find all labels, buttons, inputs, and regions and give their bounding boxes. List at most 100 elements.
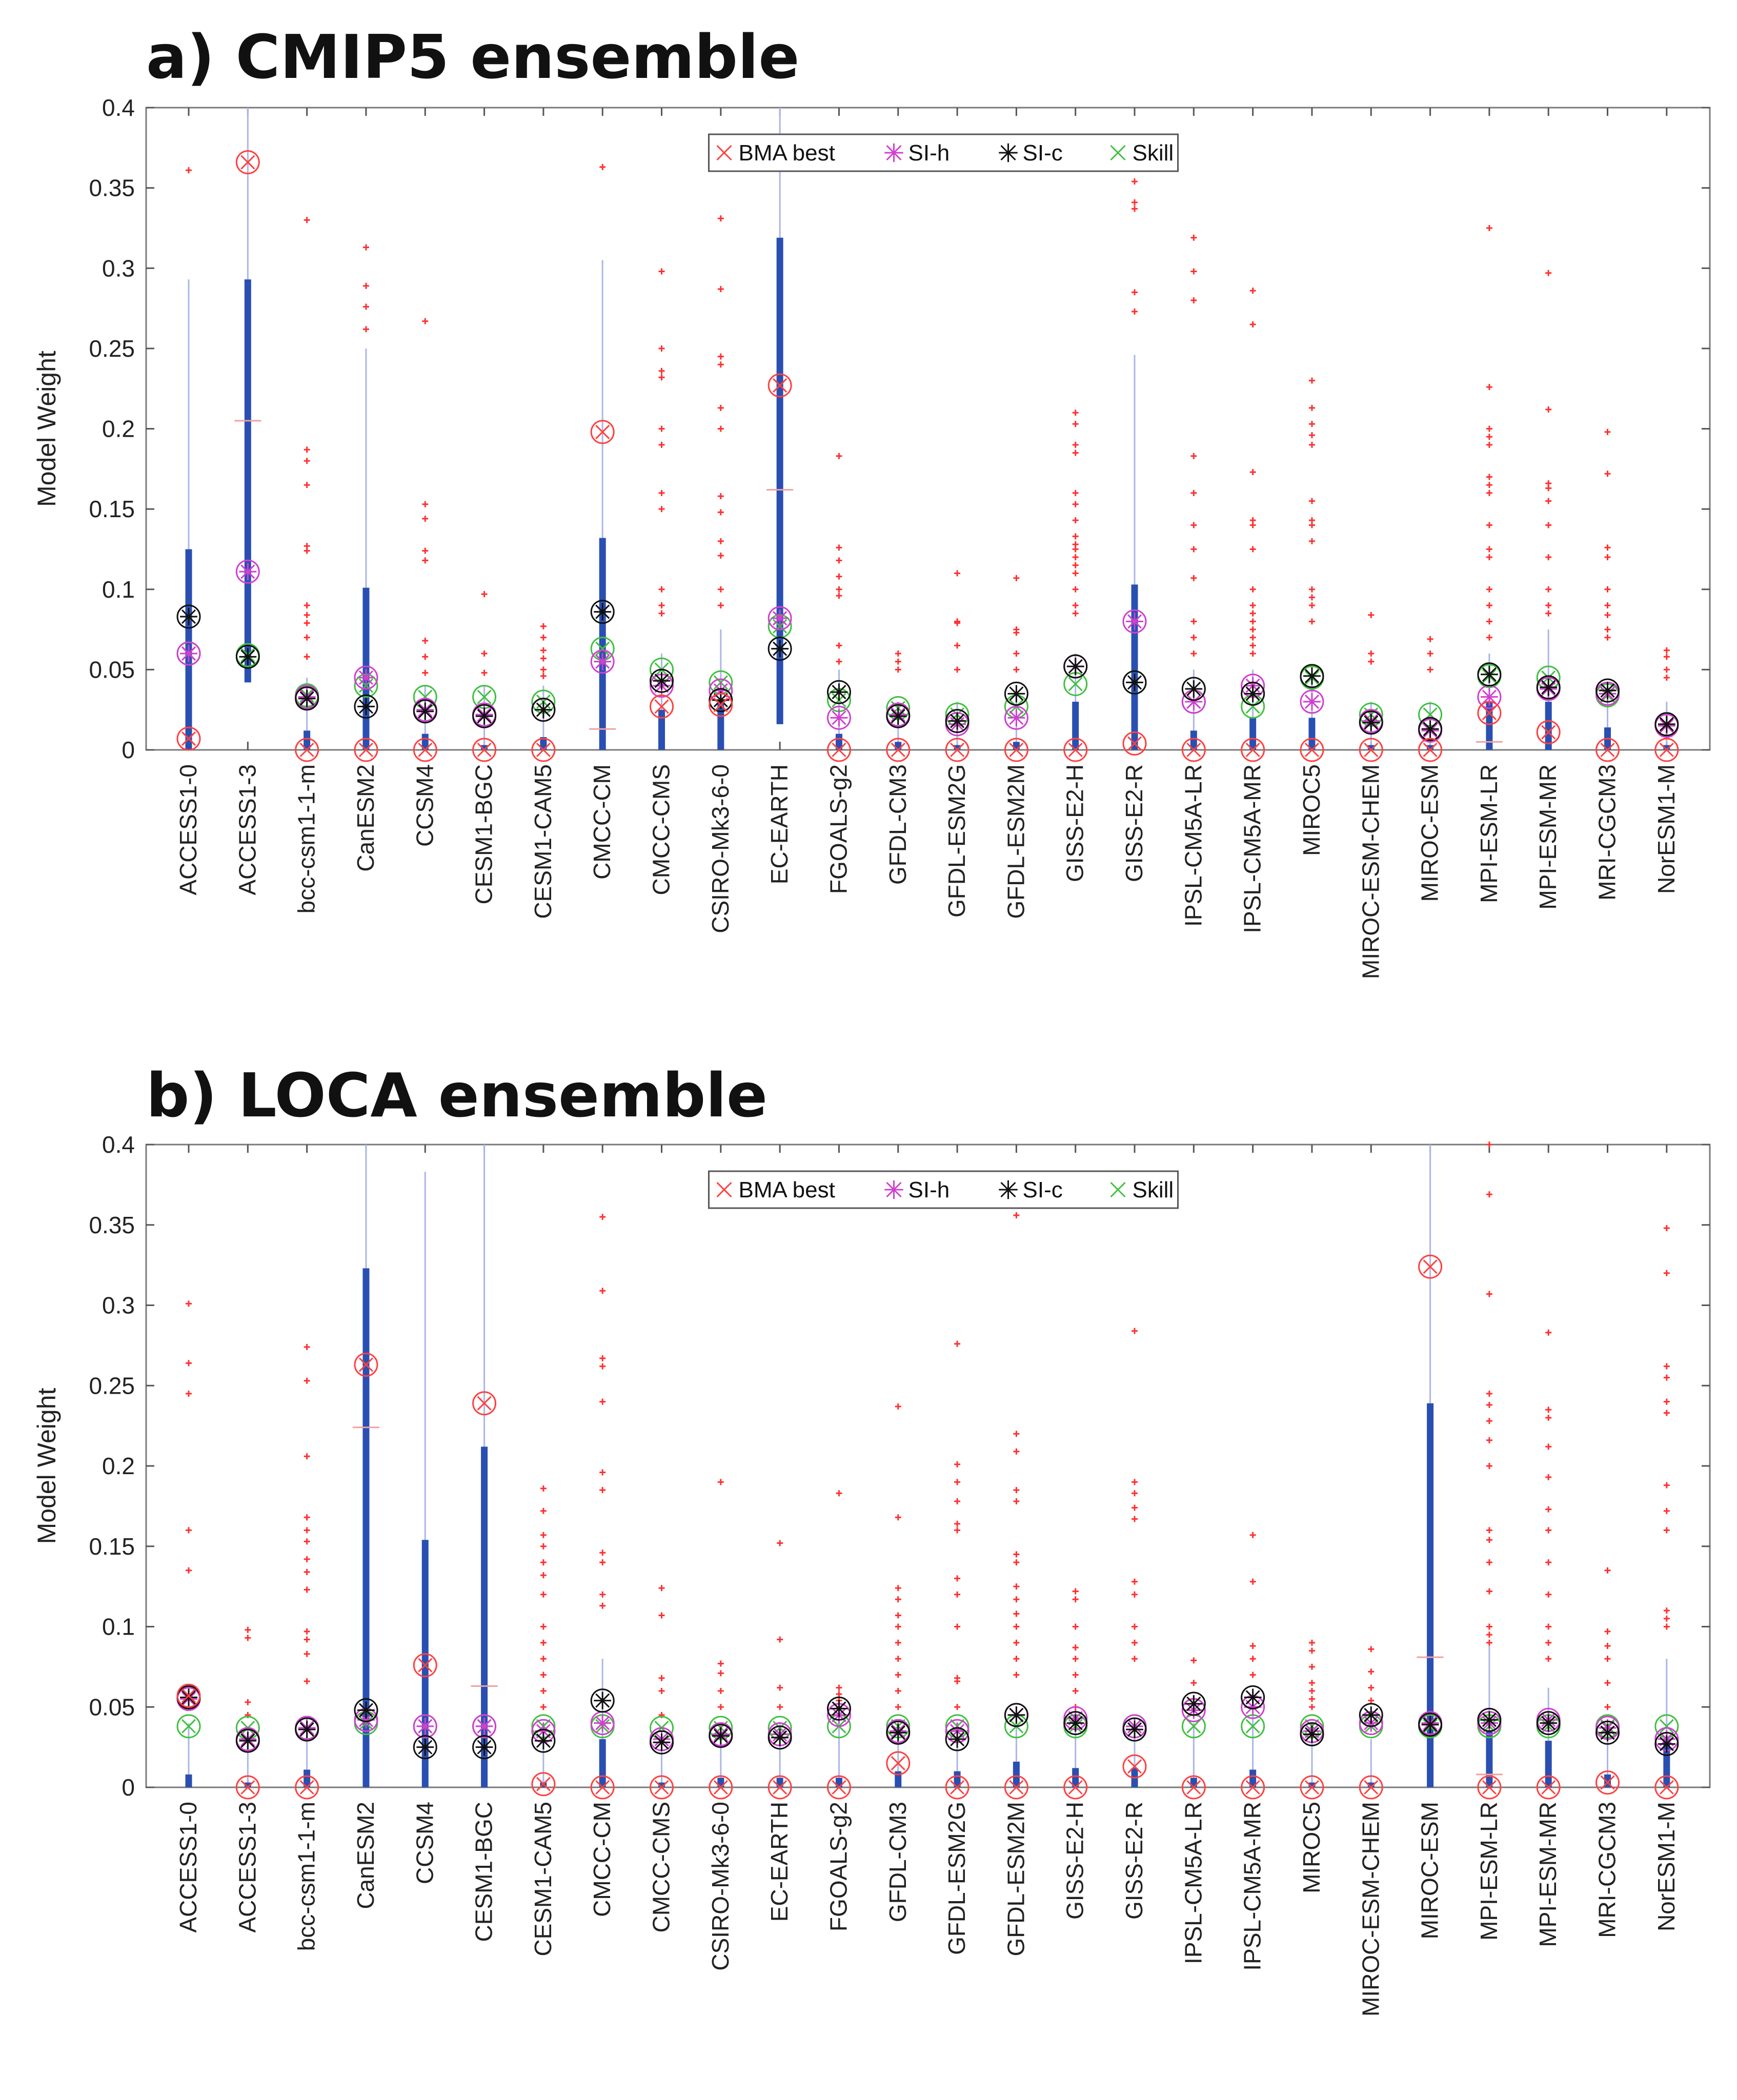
b-bma-best-marker-ec-earth bbox=[767, 1775, 792, 1800]
a-outlier-miroc5 bbox=[1308, 618, 1315, 625]
a-xtick-label-cesm1-cam5: CESM1-CAM5 bbox=[530, 764, 556, 919]
a-outlier-cesm1-cam5 bbox=[540, 655, 547, 662]
b-outlier-cmcc-cm bbox=[599, 1469, 606, 1476]
b-outlier-noresm1-m bbox=[1663, 1363, 1670, 1370]
a-outlier-giss-e2-h bbox=[1072, 421, 1079, 427]
a-outlier-miroc5 bbox=[1308, 404, 1315, 411]
b-outlier-miroc5 bbox=[1308, 1696, 1315, 1702]
a-outlier-bcc-csm1-1-m bbox=[304, 482, 310, 488]
b-outlier-miroc-esm-chem bbox=[1368, 1697, 1375, 1704]
a-outlier-bcc-csm1-1-m bbox=[304, 217, 310, 223]
b-outlier-giss-e2-r bbox=[1132, 1328, 1138, 1334]
a-legend-si-c-symbol bbox=[999, 143, 1018, 162]
a-outlier-csiro-mk3-6-0 bbox=[717, 286, 724, 292]
b-outlier-csiro-mk3-6-0 bbox=[717, 1704, 724, 1710]
a-xtick-label-mpi-esm-lr: MPI-ESM-LR bbox=[1476, 764, 1502, 903]
b-bma-best-marker-mpi-esm-lr bbox=[1477, 1775, 1502, 1800]
b-outlier-mpi-esm-lr bbox=[1486, 1527, 1492, 1534]
a-si-c-marker-giss-e2-r bbox=[1122, 670, 1147, 695]
a-outlier-miroc5 bbox=[1308, 586, 1315, 593]
a-outlier-ipsl-cm5a-lr bbox=[1190, 618, 1197, 625]
a-xtick-label-csiro-mk3-6-0: CSIRO-Mk3-6-0 bbox=[707, 764, 734, 933]
a-si-c-marker-miroc5 bbox=[1300, 664, 1324, 688]
a-xtick-label-ipsl-cm5a-mr: IPSL-CM5A-MR bbox=[1239, 764, 1266, 933]
a-outlier-cesm1-cam5 bbox=[540, 666, 547, 673]
a-outlier-ipsl-cm5a-mr bbox=[1249, 288, 1256, 294]
b-outlier-gfdl-esm2m bbox=[1013, 1610, 1020, 1617]
b-outlier-cmcc-cm bbox=[599, 1549, 606, 1556]
b-outlier-cesm1-cam5 bbox=[540, 1623, 547, 1630]
b-ytick-label: 0.3 bbox=[102, 1292, 135, 1319]
b-outlier-gfdl-esm2g bbox=[954, 1340, 961, 1347]
b-si-h-marker-cesm1-bgc bbox=[472, 1714, 497, 1739]
b-outlier-mpi-esm-mr bbox=[1545, 1443, 1552, 1450]
b-outlier-giss-e2-r bbox=[1132, 1504, 1138, 1511]
a-si-c-marker-cmcc-cms bbox=[650, 668, 674, 693]
b-si-h-marker-cmcc-cm bbox=[590, 1711, 615, 1736]
a-outlier-ccsm4 bbox=[422, 654, 429, 660]
a-outlier-ipsl-cm5a-mr bbox=[1249, 610, 1256, 617]
b-bma-best-marker-miroc-esm bbox=[1418, 1254, 1443, 1279]
b-outlier-cmcc-cms bbox=[658, 1687, 665, 1694]
a-legend-box bbox=[708, 133, 1179, 172]
a-outlier-fgoals-g2 bbox=[836, 658, 842, 665]
b-outlier-access1-3 bbox=[245, 1699, 251, 1705]
b-xtick-label-miroc5: MIROC5 bbox=[1298, 1802, 1325, 1893]
a-si-c-marker-fgoals-g2 bbox=[826, 680, 851, 704]
b-outlier-mpi-esm-lr bbox=[1486, 1632, 1492, 1638]
a-si-c-marker-ipsl-cm5a-lr bbox=[1181, 677, 1206, 701]
b-outlier-mpi-esm-lr bbox=[1486, 1537, 1492, 1543]
a-si-h-marker-fgoals-g2 bbox=[826, 705, 851, 730]
a-si-c-marker-access1-3 bbox=[235, 644, 260, 669]
a-plot-area bbox=[145, 107, 1711, 751]
a-si-c-marker-mri-cgcm3 bbox=[1595, 678, 1620, 703]
b-xtick-label-access1-0: ACCESS1-0 bbox=[175, 1802, 201, 1933]
b-outlier-mpi-esm-mr bbox=[1545, 1474, 1552, 1480]
b-si-c-marker-mpi-esm-mr bbox=[1536, 1711, 1561, 1736]
a-si-h-marker-giss-e2-r bbox=[1122, 609, 1147, 634]
b-si-c-marker-giss-e2-h bbox=[1063, 1711, 1088, 1736]
a-outlier-ipsl-cm5a-mr bbox=[1249, 618, 1256, 625]
a-outlier-cmcc-cm bbox=[599, 164, 606, 170]
b-ytick-label: 0.2 bbox=[102, 1453, 135, 1479]
a-outlier-cmcc-cms bbox=[658, 506, 665, 513]
a-outlier-mpi-esm-lr bbox=[1486, 441, 1492, 448]
a-outlier-ccsm4 bbox=[422, 557, 429, 564]
b-outlier-cmcc-cm bbox=[599, 1559, 606, 1566]
b-bma-best-marker-ipsl-cm5a-lr bbox=[1181, 1775, 1206, 1800]
b-outlier-mpi-esm-lr bbox=[1486, 1141, 1492, 1148]
a-bma-best-marker-cesm1-bgc bbox=[472, 738, 497, 762]
a-si-c-marker-cmcc-cm bbox=[590, 600, 615, 624]
a-si-h-marker-ec-earth bbox=[767, 606, 792, 630]
b-outlier-cmcc-cms bbox=[658, 1612, 665, 1619]
a-outlier-noresm1-m bbox=[1663, 647, 1670, 654]
a-outlier-csiro-mk3-6-0 bbox=[717, 602, 724, 609]
b-xtick-label-ipsl-cm5a-mr: IPSL-CM5A-MR bbox=[1239, 1802, 1266, 1971]
a-outlier-ipsl-cm5a-lr bbox=[1190, 234, 1197, 241]
a-si-c-marker-mpi-esm-lr bbox=[1477, 662, 1502, 687]
b-outlier-bcc-csm1-1-m bbox=[304, 1568, 310, 1575]
a-outlier-fgoals-g2 bbox=[836, 453, 842, 459]
a-legend: BMA best SI-h SI-c Skill bbox=[708, 133, 1179, 172]
b-outlier-mri-cgcm3 bbox=[1604, 1628, 1611, 1635]
a-outlier-gfdl-esm2m bbox=[1013, 666, 1020, 673]
a-xtick-label-giss-e2-r: GISS-E2-R bbox=[1121, 764, 1147, 882]
b-si-c-marker-gfdl-cm3 bbox=[886, 1720, 911, 1745]
a-outlier-ipsl-cm5a-lr bbox=[1190, 268, 1197, 275]
b-outlier-cesm1-cam5 bbox=[540, 1507, 547, 1514]
b-outlier-mpi-esm-mr bbox=[1545, 1527, 1552, 1534]
a-si-c-marker-giss-e2-h bbox=[1063, 654, 1088, 679]
b-outlier-gfdl-esm2m bbox=[1013, 1431, 1020, 1437]
a-si-c-marker-miroc-esm bbox=[1418, 717, 1443, 741]
a-outlier-giss-e2-h bbox=[1072, 570, 1079, 577]
a-bma-best-marker-csiro-mk3-6-0 bbox=[709, 692, 733, 717]
b-legend-si-h-label: SI-h bbox=[908, 1177, 950, 1202]
a-xtick-label-giss-e2-h: GISS-E2-H bbox=[1062, 764, 1088, 882]
a-outlier-ipsl-cm5a-mr bbox=[1249, 469, 1256, 476]
a-outlier-ipsl-cm5a-lr bbox=[1190, 522, 1197, 528]
a-xtick-label-miroc5: MIROC5 bbox=[1298, 764, 1325, 856]
b-bma-best-marker-access1-0 bbox=[176, 1683, 201, 1708]
a-outlier-giss-e2-r bbox=[1132, 289, 1138, 296]
a-outlier-ipsl-cm5a-lr bbox=[1190, 490, 1197, 496]
a-outlier-mpi-esm-lr bbox=[1486, 546, 1492, 553]
